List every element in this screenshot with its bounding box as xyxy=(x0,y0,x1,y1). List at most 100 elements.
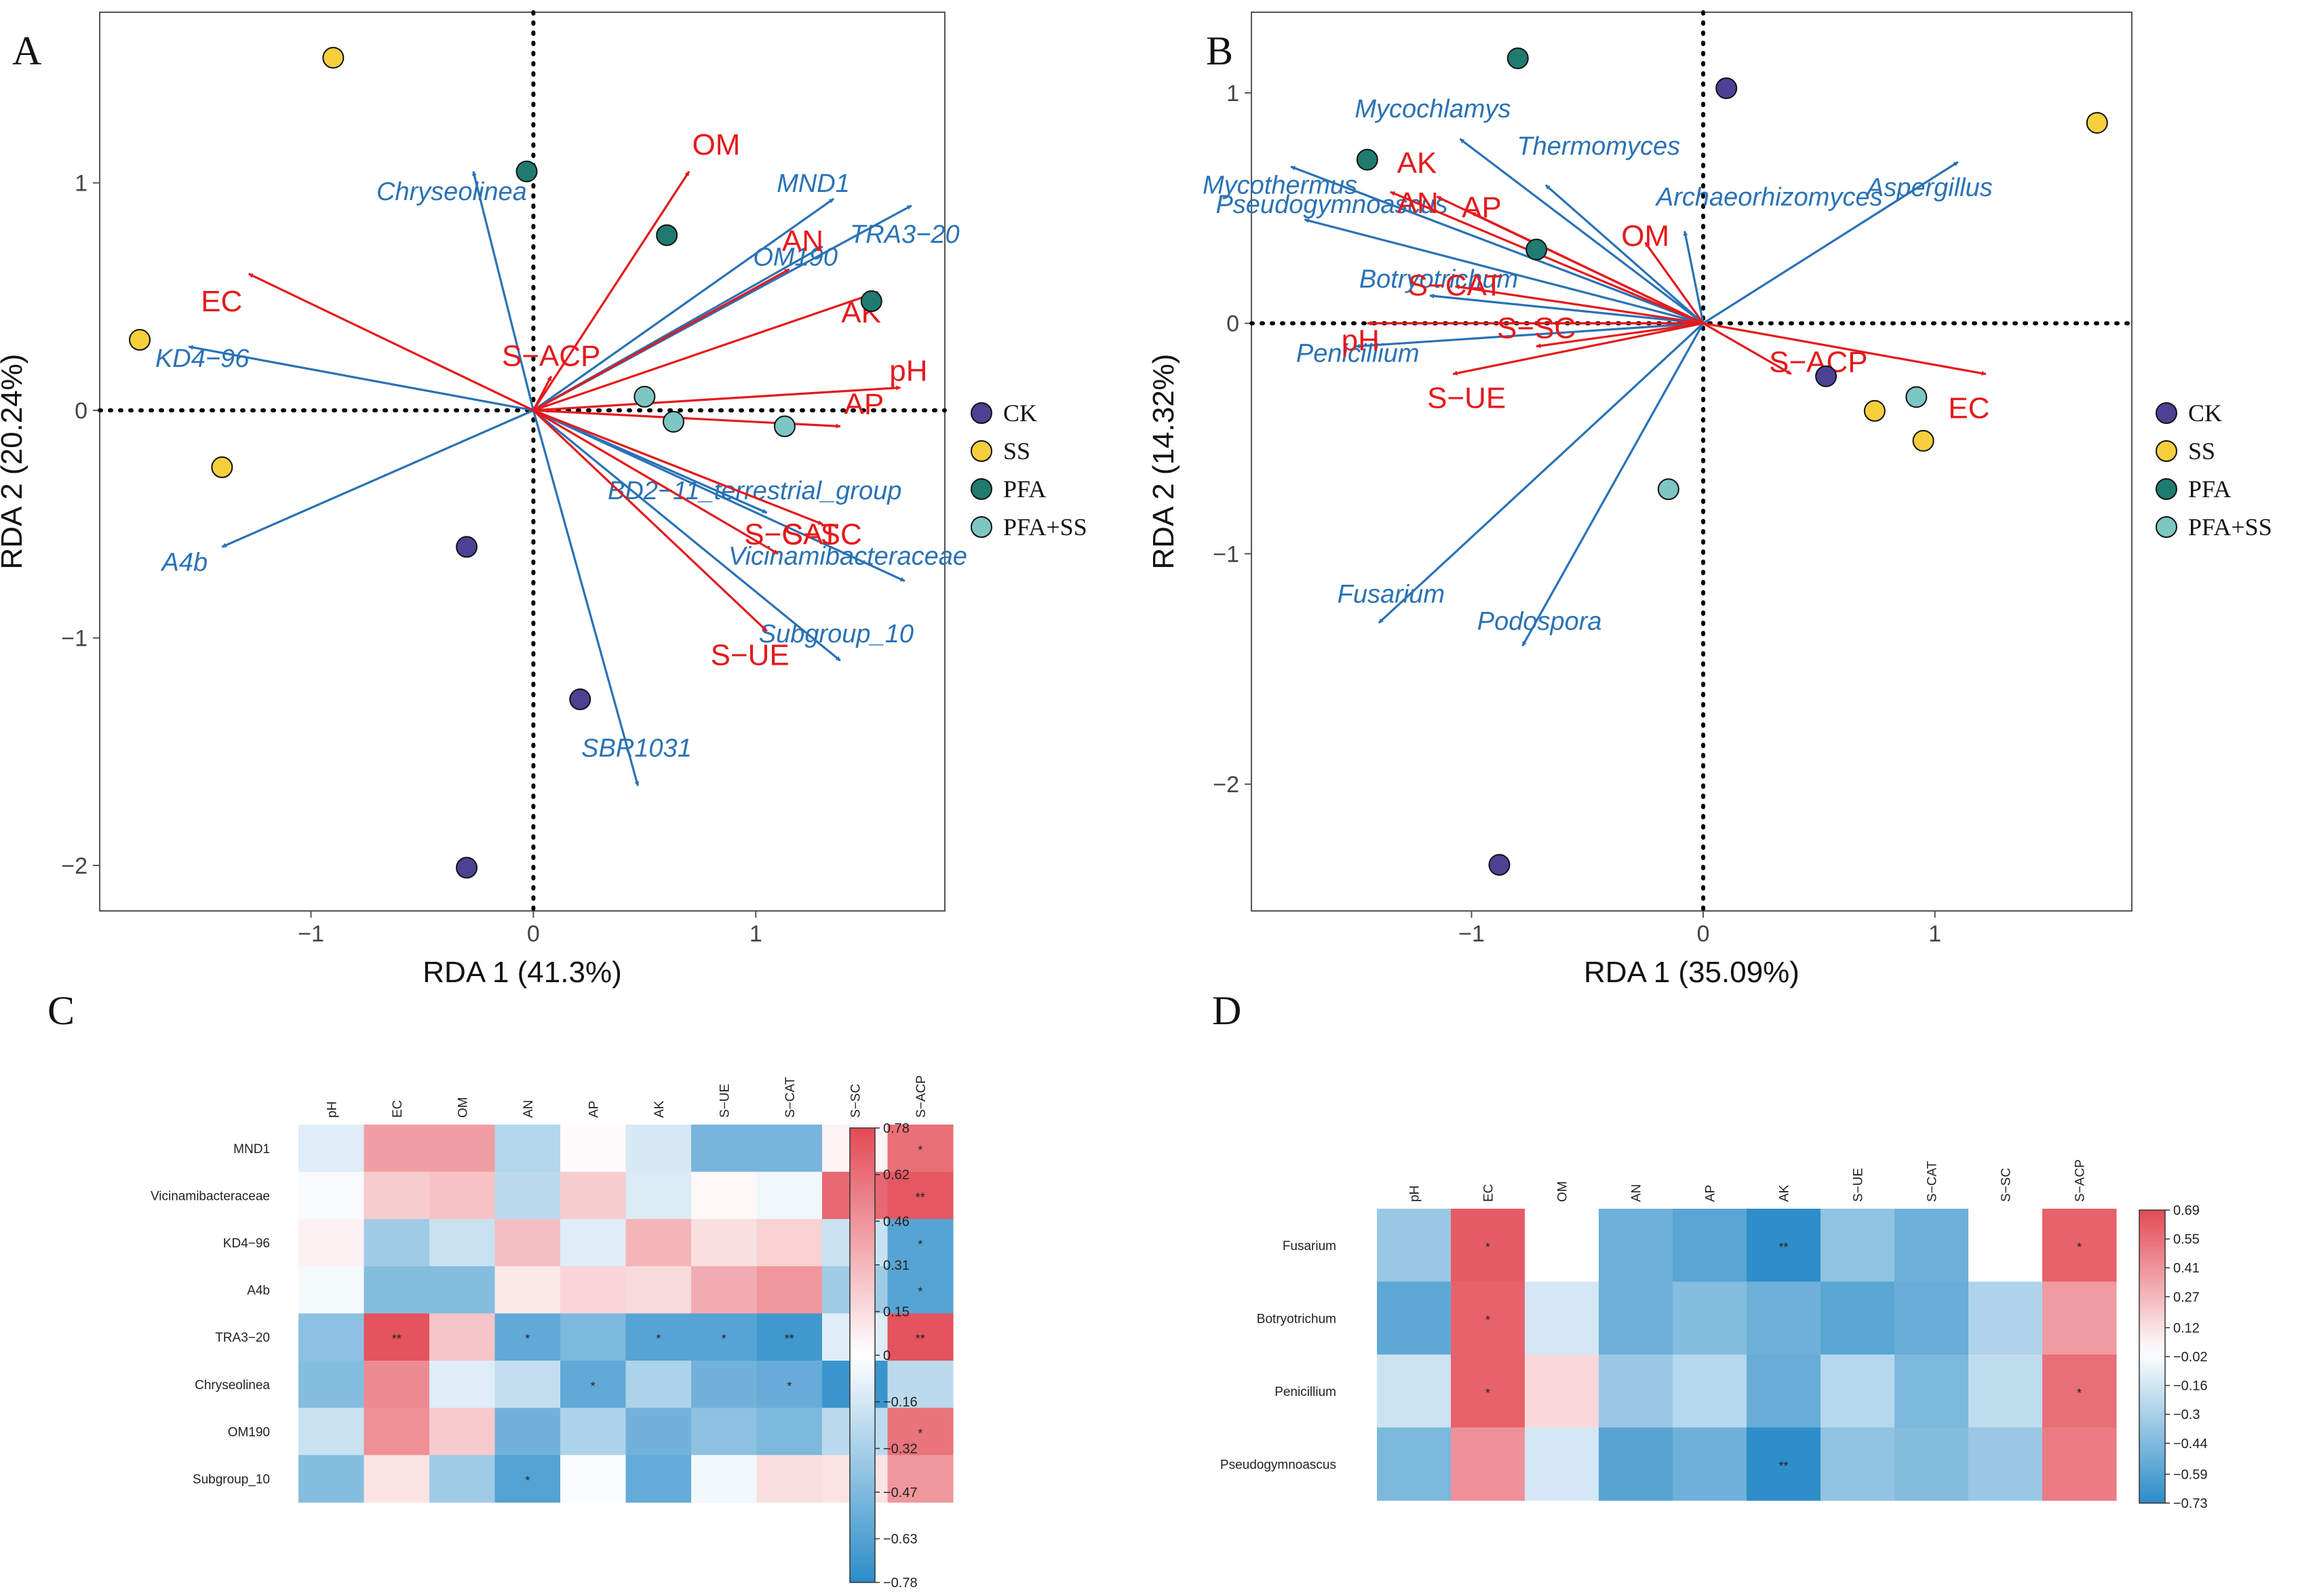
sample-point-pfa-ss xyxy=(634,385,656,408)
heatmap-cell xyxy=(298,1219,365,1267)
heatmap-cell xyxy=(1820,1209,1895,1283)
species-label-pseudogymnoascus: Pseudogymnoascus xyxy=(1215,191,1447,219)
env-arrow-s-sc xyxy=(532,409,823,526)
legend-label-ck: CK xyxy=(1003,400,1037,427)
sample-point-ss xyxy=(322,47,345,69)
env-label-ph: pH xyxy=(1342,324,1380,357)
colorbar-tick-label: −0.47 xyxy=(883,1485,918,1500)
column-header-ap: AP xyxy=(587,1101,601,1118)
row-label-tra3-20: TRA3−20 xyxy=(215,1331,270,1345)
env-label-an: AN xyxy=(782,225,823,258)
row-label-fusarium: Fusarium xyxy=(1283,1239,1336,1253)
significance-mark: ** xyxy=(785,1332,794,1346)
plot-frame xyxy=(1251,12,2133,912)
colorbar-tick-label: −0.78 xyxy=(883,1576,918,1591)
significance-mark: * xyxy=(2077,1241,2082,1254)
row-label-penicillium: Penicillium xyxy=(1274,1385,1336,1399)
heatmap-cell xyxy=(364,1313,430,1361)
sample-point-pfa-ss xyxy=(773,415,796,437)
sample-point-ck xyxy=(1488,854,1511,876)
heatmap-cell xyxy=(494,1361,561,1409)
colorbar-tick-label: −0.44 xyxy=(2173,1437,2208,1452)
env-arrow-ec xyxy=(1702,322,1987,376)
column-header-om: OM xyxy=(1556,1181,1570,1202)
row-label-kd4-96: KD4−96 xyxy=(223,1237,270,1251)
heatmap-cell xyxy=(1820,1427,1895,1501)
env-label-ec: EC xyxy=(201,285,242,318)
heatmap-cell xyxy=(691,1455,758,1503)
heatmap-cell xyxy=(298,1455,365,1503)
column-header-an: AN xyxy=(1630,1184,1644,1202)
heatmap-cell xyxy=(560,1171,627,1220)
row-label-pseudogymnoascus: Pseudogymnoascus xyxy=(1220,1458,1336,1472)
significance-mark: * xyxy=(656,1332,661,1346)
colorbar-tick-label: −0.16 xyxy=(2173,1379,2208,1394)
env-arrow-s-sc xyxy=(1536,322,1704,349)
legend-label-pfa-ss: PFA+SS xyxy=(2188,513,2272,541)
env-arrow-ec xyxy=(248,273,534,412)
heatmap-cell xyxy=(756,1125,823,1173)
heatmap-cell xyxy=(560,1361,627,1409)
env-arrow-s-cat xyxy=(532,409,779,555)
y-tick-label: 0 xyxy=(1226,311,1239,337)
colorbar-tick-label: −0.16 xyxy=(883,1395,918,1410)
species-label-thermomyces: Thermomyces xyxy=(1517,132,1680,161)
heatmap-cell xyxy=(364,1171,430,1220)
significance-mark: * xyxy=(918,1285,922,1299)
heatmap-cell xyxy=(560,1455,627,1503)
significance-mark: ** xyxy=(392,1332,402,1346)
heatmap-cell xyxy=(494,1313,561,1361)
species-arrow-archaeorhizomyces xyxy=(1683,231,1705,324)
heatmap-cell xyxy=(756,1171,823,1220)
heatmap-cell xyxy=(364,1455,430,1503)
colorbar-tick-label: 0.12 xyxy=(2173,1321,2200,1336)
heatmap-cell xyxy=(560,1219,627,1267)
panel-b-rda-biplot: B −1 0 1 −2 −1 0 1 RDA 1 (35.09%) RDA 2 (14.32%) M… xyxy=(1147,10,2272,989)
legend-label-ss: SS xyxy=(2188,437,2215,465)
env-arrow-s-acp xyxy=(1702,322,1792,375)
species-arrow-vicinamibacteraceae xyxy=(532,409,906,583)
species-arrow-thermomyces xyxy=(1544,184,1705,324)
species-label-chryseolinea: Chryseolinea xyxy=(376,178,527,206)
x-axis-title: RDA 1 (35.09%) xyxy=(1584,956,1799,989)
column-header-s-sc: S−SC xyxy=(849,1084,863,1118)
species-label-kd4-96: KD4−96 xyxy=(155,345,250,373)
heatmap-cell xyxy=(298,1407,365,1456)
y-tick-label: 1 xyxy=(75,171,87,197)
species-arrow-mycochlamys xyxy=(1459,138,1705,324)
heatmap-cell xyxy=(1894,1209,1969,1283)
colorbar-tick-label: −0.3 xyxy=(2173,1407,2200,1422)
species-label-tra3-20: TRA3−20 xyxy=(850,220,960,249)
sample-point-pfa xyxy=(1506,47,1529,69)
colorbar-tick-label: 0.46 xyxy=(883,1214,910,1229)
heatmap-cell xyxy=(625,1219,692,1267)
species-label-mycochlamys: Mycochlamys xyxy=(1355,95,1511,123)
heatmap-cell xyxy=(2042,1281,2117,1355)
legend-key-pfa xyxy=(2156,478,2177,500)
heatmap-cell xyxy=(1673,1355,1747,1428)
significance-mark: ** xyxy=(1778,1459,1788,1473)
species-label-mycothermus: Mycothermus xyxy=(1203,172,1357,200)
heatmap-cell xyxy=(756,1361,823,1409)
heatmap-cell xyxy=(429,1313,496,1361)
heatmap-cell xyxy=(1894,1427,1969,1501)
heatmap-cell xyxy=(691,1219,758,1267)
env-arrow-ph xyxy=(533,385,901,412)
legend-key-ss xyxy=(971,440,992,462)
heatmap-cell xyxy=(429,1361,496,1409)
sample-point-ck xyxy=(569,688,591,711)
significance-mark: * xyxy=(525,1332,530,1346)
heatmap-cell xyxy=(1968,1427,2043,1501)
significance-mark: ** xyxy=(1778,1241,1788,1254)
heatmap-cell xyxy=(625,1407,692,1456)
legend-label-pfa-ss: PFA+SS xyxy=(1003,513,1087,541)
heatmap-cell xyxy=(625,1313,692,1361)
heatmap-cell xyxy=(887,1455,954,1503)
column-header-ec: EC xyxy=(1482,1184,1496,1202)
heatmap-cell xyxy=(625,1171,692,1220)
heatmap-cell xyxy=(1968,1209,2043,1283)
y-tick-label: −2 xyxy=(61,853,87,879)
row-label-botryotrichum: Botryotrichum xyxy=(1257,1312,1336,1326)
y-tick-label: −1 xyxy=(1213,541,1239,567)
species-arrow-kd4-96 xyxy=(188,345,534,412)
